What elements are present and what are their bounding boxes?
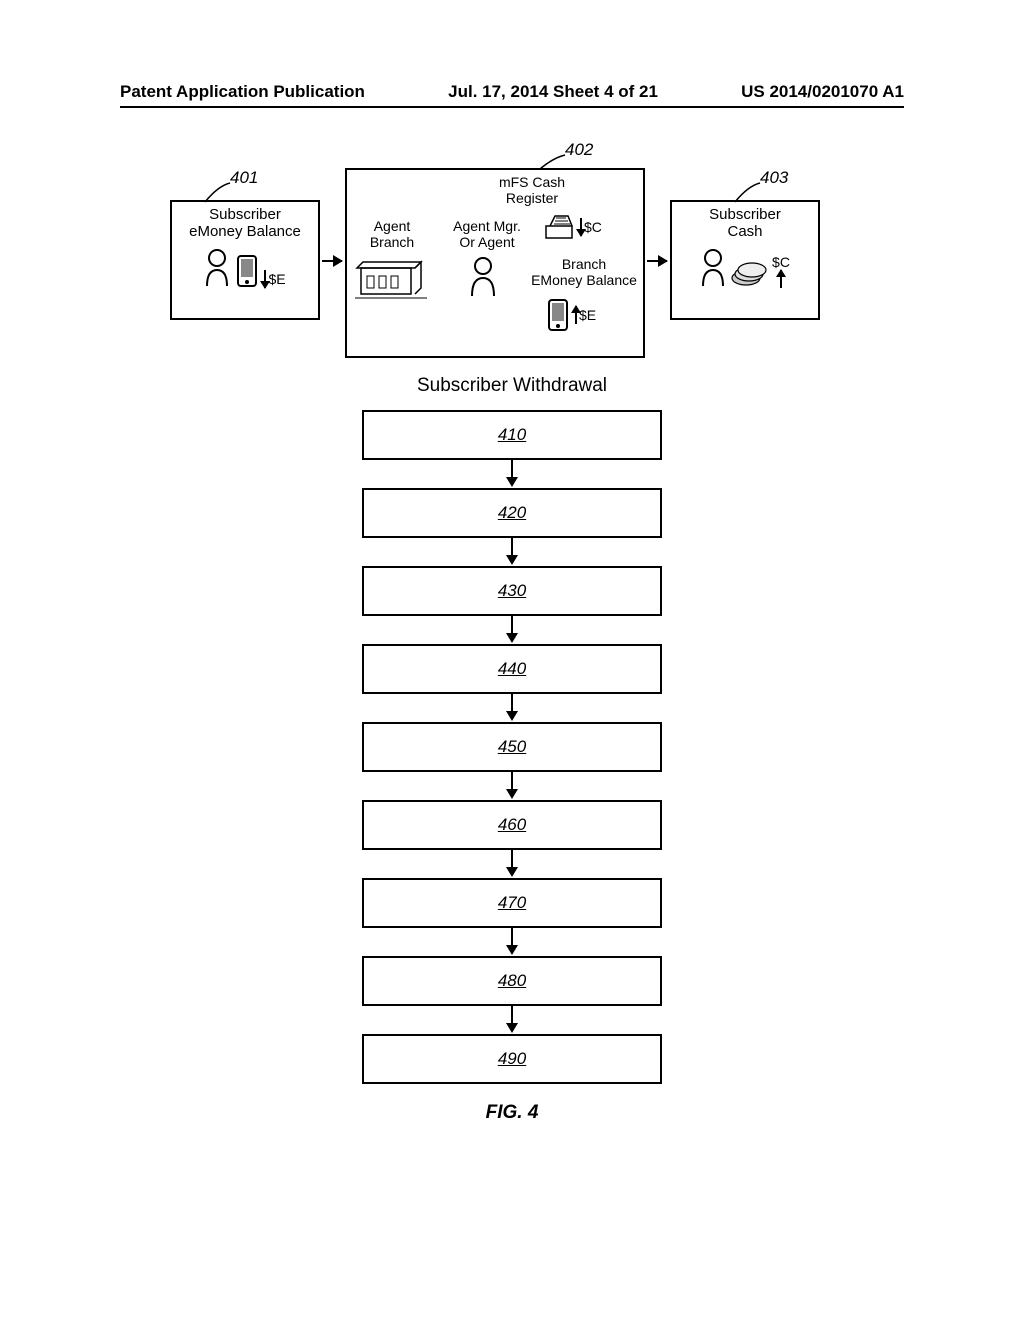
header-right: US 2014/0201070 A1 bbox=[741, 82, 904, 102]
flow-arrow-icon bbox=[362, 694, 662, 722]
agent-branch-l1: Agent bbox=[357, 218, 427, 234]
diagram-subtitle: Subscriber Withdrawal bbox=[0, 375, 1024, 397]
step-label: 490 bbox=[498, 1049, 526, 1069]
flow-arrow-icon bbox=[362, 538, 662, 566]
down-arrow-icon bbox=[264, 270, 266, 288]
step-label: 440 bbox=[498, 659, 526, 679]
up-arrow-icon bbox=[780, 270, 782, 288]
box-subscriber-emoney: Subscriber eMoney Balance $E bbox=[170, 200, 320, 320]
figure-caption: FIG. 4 bbox=[0, 1102, 1024, 1124]
cash-stack-icon bbox=[730, 260, 768, 288]
box403-currency: $C bbox=[772, 254, 790, 270]
flow-arrow-icon bbox=[362, 772, 662, 800]
box403-line2: Cash bbox=[672, 223, 818, 240]
cash-register-l1: mFS Cash bbox=[477, 174, 587, 190]
box-agent-branch: mFS Cash Register $C Agent bbox=[345, 168, 645, 358]
box401-currency: $E bbox=[268, 271, 285, 287]
page-header: Patent Application Publication Jul. 17, … bbox=[120, 82, 904, 108]
agent-branch-l2: Branch bbox=[357, 234, 427, 250]
page-root: Patent Application Publication Jul. 17, … bbox=[0, 0, 1024, 1320]
step-label: 450 bbox=[498, 737, 526, 757]
flow-arrow-icon bbox=[362, 460, 662, 488]
flow-arrow-icon bbox=[362, 928, 662, 956]
agent-mgr-l2: Or Agent bbox=[442, 234, 532, 250]
flow-step-440: 440 bbox=[362, 644, 662, 694]
flow-step-460: 460 bbox=[362, 800, 662, 850]
box401-line1: Subscriber bbox=[172, 206, 318, 223]
flow-step-490: 490 bbox=[362, 1034, 662, 1084]
step-label: 410 bbox=[498, 425, 526, 445]
flow-arrow-icon bbox=[362, 850, 662, 878]
box401-line2: eMoney Balance bbox=[172, 223, 318, 240]
up-arrow-icon bbox=[575, 306, 577, 324]
cash-cur: $C bbox=[584, 219, 602, 235]
emoney-cur: $E bbox=[579, 307, 596, 323]
flow-step-450: 450 bbox=[362, 722, 662, 772]
step-label: 420 bbox=[498, 503, 526, 523]
flow-step-430: 430 bbox=[362, 566, 662, 616]
flow-step-410: 410 bbox=[362, 410, 662, 460]
header-center: Jul. 17, 2014 Sheet 4 of 21 bbox=[448, 82, 658, 102]
header-left: Patent Application Publication bbox=[120, 82, 365, 102]
person-icon bbox=[700, 248, 726, 288]
cash-register-icon bbox=[542, 212, 576, 242]
step-label: 480 bbox=[498, 971, 526, 991]
flow-step-420: 420 bbox=[362, 488, 662, 538]
flow-arrow-icon bbox=[362, 1006, 662, 1034]
person-icon bbox=[204, 248, 230, 288]
flowchart: 410 420 430 440 450 460 470 480 490 FIG.… bbox=[0, 410, 1024, 1124]
flow-step-470: 470 bbox=[362, 878, 662, 928]
agent-mgr-l1: Agent Mgr. bbox=[442, 218, 532, 234]
phone-icon bbox=[236, 254, 258, 288]
arrow-401-to-402-icon bbox=[322, 260, 342, 262]
flow-arrow-icon bbox=[362, 616, 662, 644]
down-arrow-icon bbox=[580, 218, 582, 236]
branch-bal-l2: EMoney Balance bbox=[525, 272, 643, 288]
step-label: 430 bbox=[498, 581, 526, 601]
flow-step-480: 480 bbox=[362, 956, 662, 1006]
phone-icon bbox=[547, 298, 569, 332]
person-icon bbox=[469, 256, 497, 298]
top-diagram: 401 402 403 Subscriber eMoney Balance bbox=[0, 150, 1024, 370]
cash-register-l2: Register bbox=[477, 190, 587, 206]
building-icon bbox=[355, 258, 427, 300]
arrow-402-to-403-icon bbox=[647, 260, 667, 262]
box403-line1: Subscriber bbox=[672, 206, 818, 223]
box-subscriber-cash: Subscriber Cash $C bbox=[670, 200, 820, 320]
step-label: 460 bbox=[498, 815, 526, 835]
branch-bal-l1: Branch bbox=[525, 256, 643, 272]
step-label: 470 bbox=[498, 893, 526, 913]
